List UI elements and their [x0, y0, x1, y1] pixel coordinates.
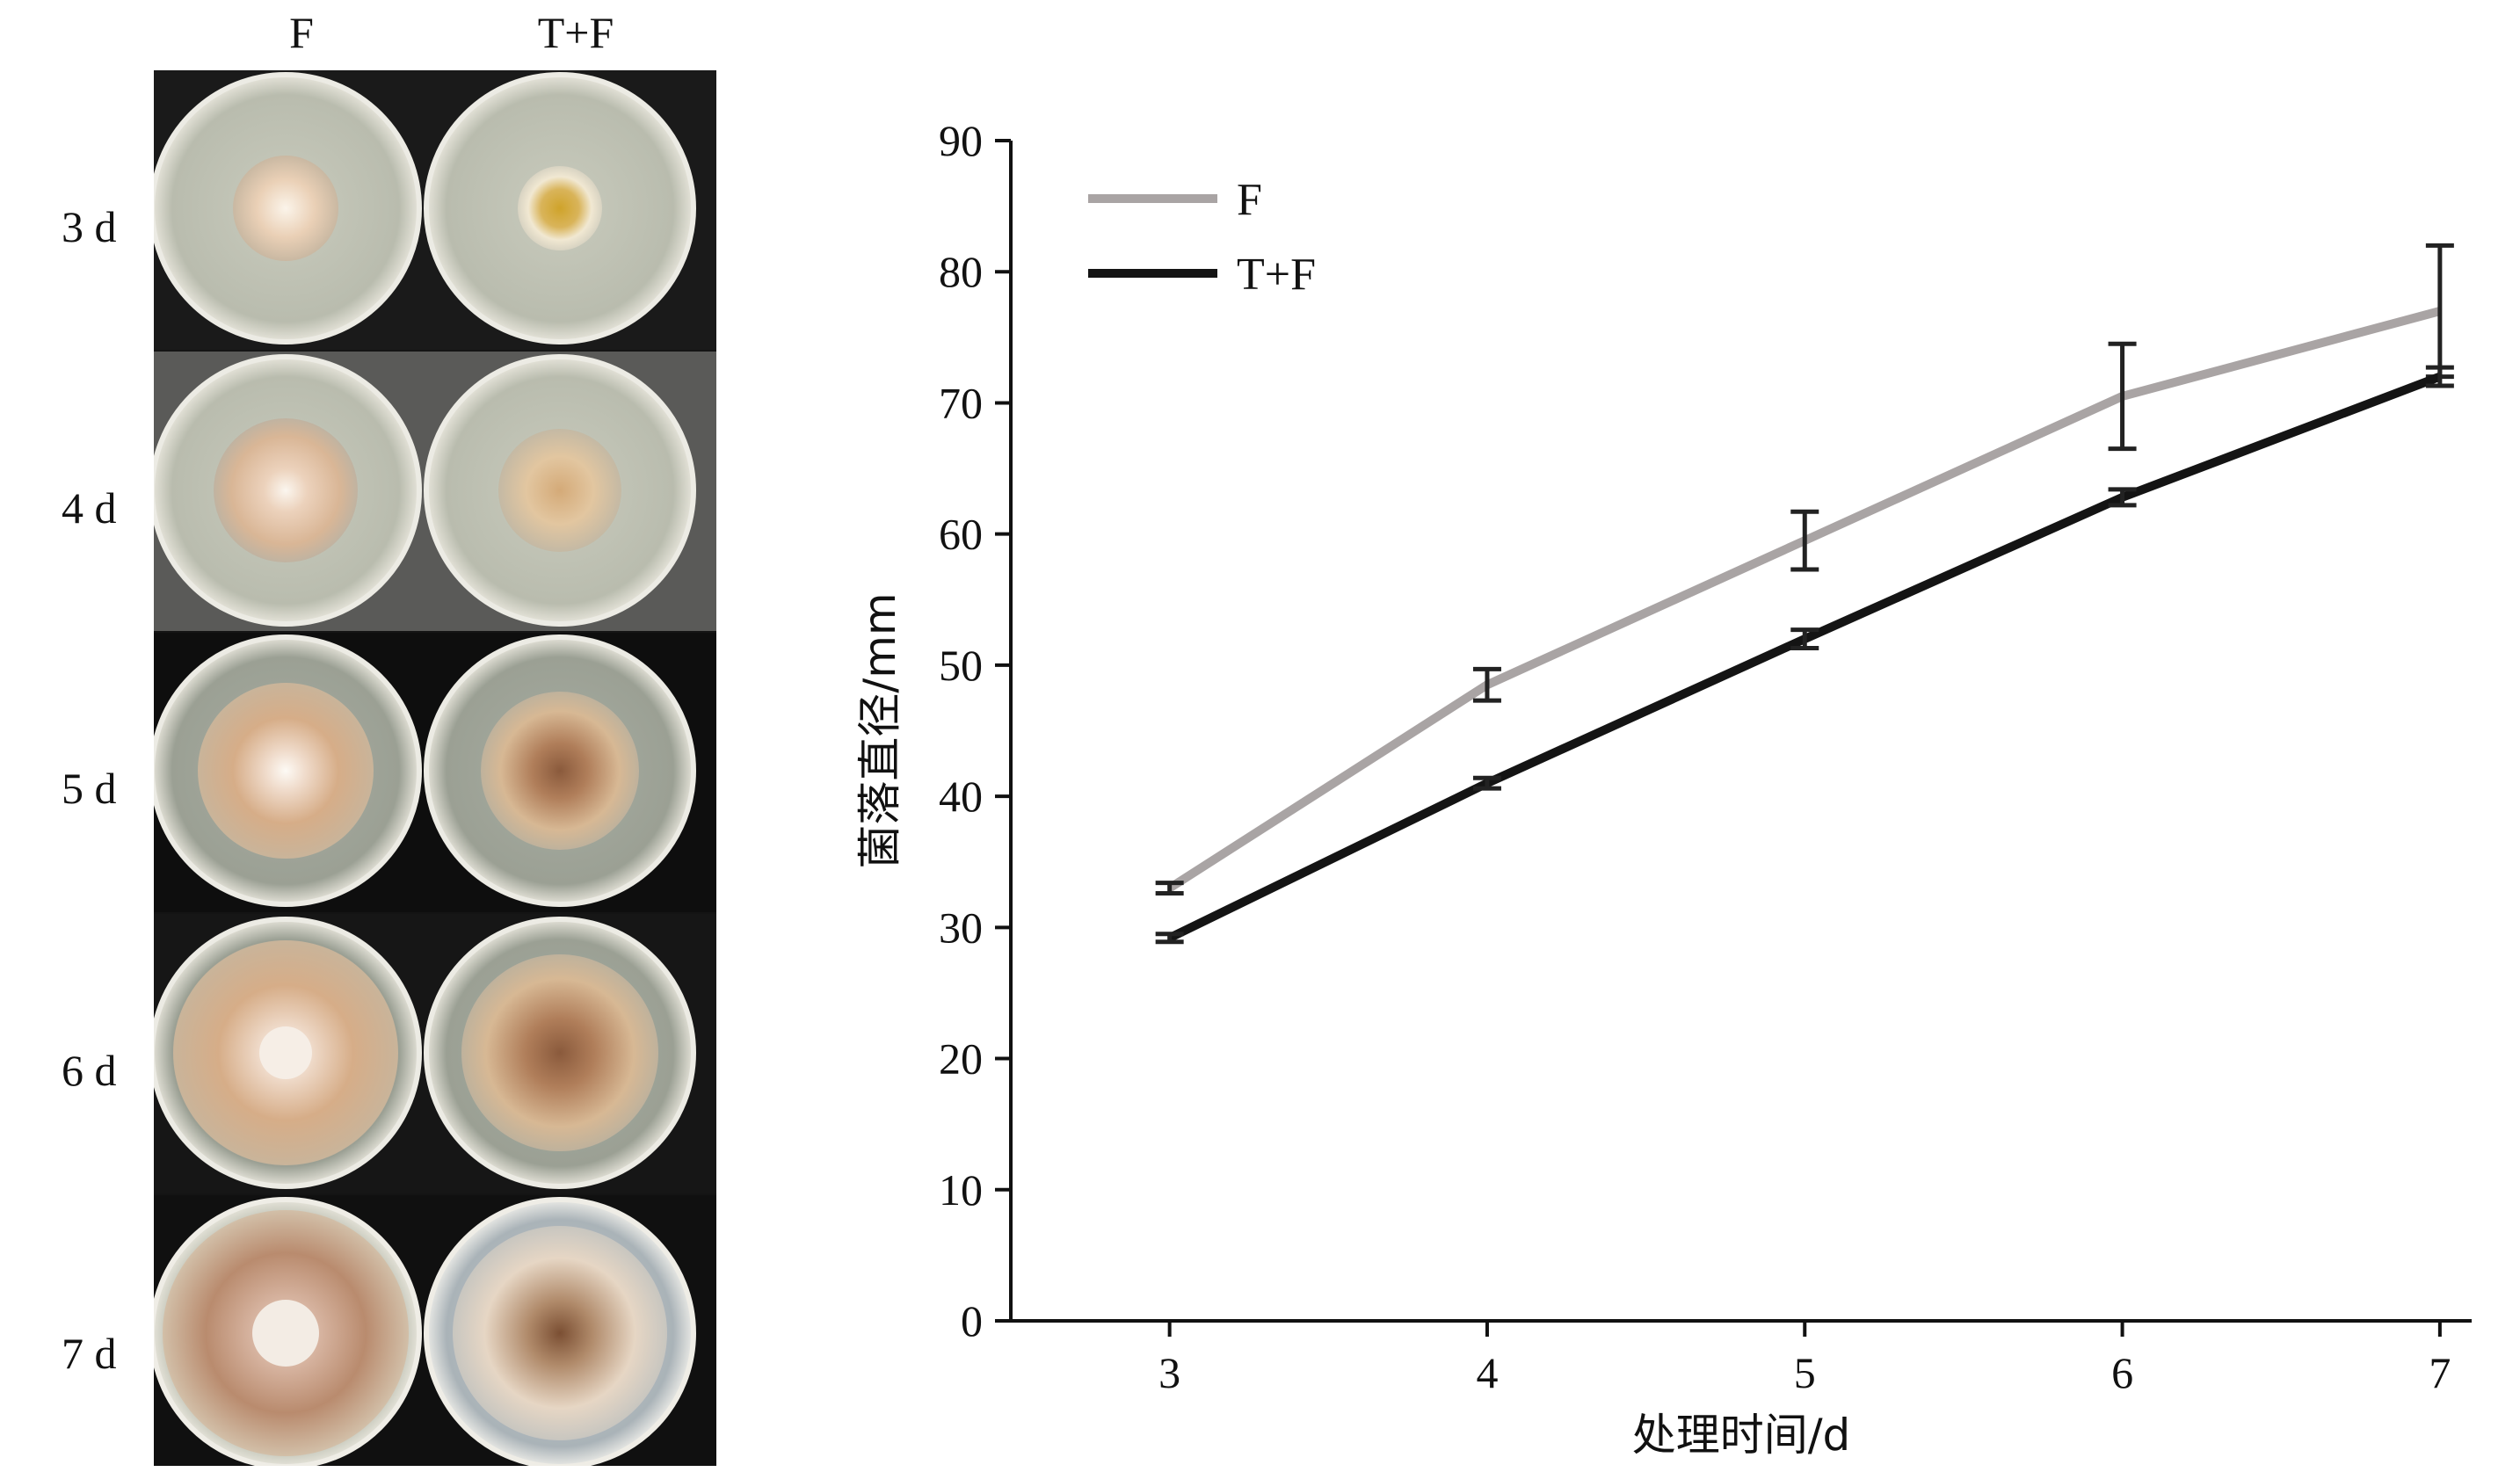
- series-line: [1170, 311, 2440, 888]
- error-bar: [1156, 883, 1184, 894]
- y-tick-label: 0: [961, 1296, 983, 1345]
- x-ticks: 3 4 5 6 7: [1158, 1321, 2451, 1397]
- y-axis-title: 菌落直径/mm: [854, 592, 905, 868]
- series-layer: [1156, 245, 2454, 941]
- x-axis-title: 处理时间/d: [1632, 1410, 1851, 1461]
- x-tick-label: 5: [1794, 1348, 1816, 1397]
- y-tick-label: 10: [939, 1165, 983, 1215]
- x-tick-label: 3: [1158, 1348, 1180, 1397]
- legend-label: F: [1237, 175, 1262, 225]
- figure: F T+F 3 d 4 d 5 d 6 d 7 d: [0, 0, 2520, 1472]
- series-tf: [1156, 367, 2454, 942]
- series-f: [1156, 245, 2454, 893]
- x-tick-label: 4: [1476, 1348, 1498, 1397]
- colony-diameter-chart: 0 10 20 30 40 50 60 70 80 90 3 4 5 6 7 F T+F 处理时间/d 菌落…: [0, 0, 2520, 1472]
- y-tick-label: 70: [939, 378, 983, 427]
- x-tick-label: 7: [2429, 1348, 2451, 1397]
- series-line: [1170, 377, 2440, 939]
- y-tick-label: 90: [939, 116, 983, 165]
- y-ticks: 0 10 20 30 40 50 60 70 80 90: [939, 116, 1011, 1345]
- y-tick-label: 40: [939, 772, 983, 821]
- y-tick-label: 50: [939, 641, 983, 690]
- y-tick-label: 30: [939, 903, 983, 952]
- legend-label: T+F: [1237, 250, 1316, 300]
- chart-axes: [1011, 141, 2472, 1321]
- legend: F T+F: [1088, 175, 1316, 300]
- x-tick-label: 6: [2111, 1348, 2133, 1397]
- y-tick-label: 60: [939, 510, 983, 559]
- y-tick-label: 80: [939, 247, 983, 296]
- y-tick-label: 20: [939, 1034, 983, 1084]
